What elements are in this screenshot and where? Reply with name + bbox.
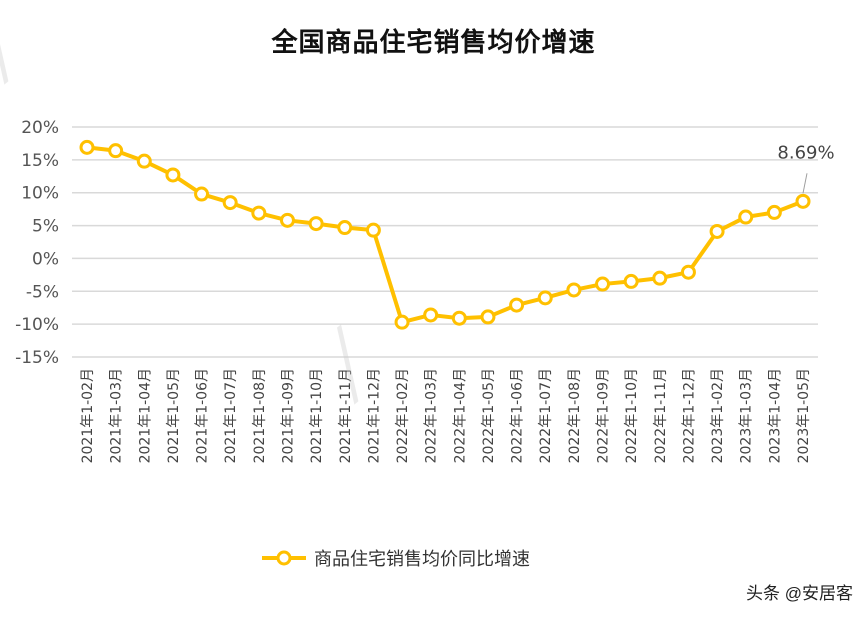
data-point	[251, 205, 267, 221]
data-point	[394, 314, 410, 330]
data-point	[308, 216, 324, 232]
x-tick-label: 2021年1-06月	[195, 368, 211, 463]
y-tick-label: 0%	[32, 249, 59, 269]
x-tick-label: 2021年1-11月	[338, 368, 354, 463]
x-tick-label: 2021年1-10月	[309, 368, 325, 463]
x-tick-label: 2023年1-05月	[796, 368, 812, 463]
data-point	[365, 222, 381, 238]
x-tick-label: 2022年1-12月	[681, 368, 697, 463]
data-point	[566, 282, 582, 298]
x-tick-label: 2023年1-04月	[767, 368, 783, 463]
x-tick-label: 2023年1-02月	[710, 368, 726, 463]
data-point	[595, 276, 611, 292]
x-tick-label: 2022年1-09月	[596, 368, 612, 463]
data-point	[738, 209, 754, 225]
data-point	[680, 264, 696, 280]
x-tick-label: 2021年1-08月	[252, 368, 268, 463]
x-tick-label: 2023年1-03月	[739, 368, 755, 463]
data-point	[337, 220, 353, 236]
series-line-path	[86, 145, 804, 325]
x-tick-label: 2021年1-05月	[166, 368, 182, 463]
x-tick-label: 2022年1-03月	[424, 368, 440, 463]
annotations: 8.69%	[777, 142, 835, 194]
data-point	[623, 273, 639, 289]
y-tick-label: -5%	[26, 282, 59, 302]
data-point	[423, 307, 439, 323]
x-tick-label: 2022年1-06月	[510, 368, 526, 463]
series-line	[86, 145, 804, 325]
data-label: 8.69%	[777, 142, 834, 163]
y-tick-label: 5%	[32, 217, 59, 237]
x-tick-label: 2021年1-03月	[109, 368, 125, 463]
data-point	[537, 290, 553, 306]
x-tick-label: 2022年1-11月	[653, 368, 669, 463]
data-point	[194, 186, 210, 202]
legend-label: 商品住宅销售均价同比增速	[314, 549, 530, 570]
y-tick-label: 10%	[21, 184, 59, 204]
x-tick-label: 2021年1-07月	[223, 368, 239, 463]
data-label-leader	[802, 173, 808, 194]
data-point	[480, 309, 496, 325]
y-tick-label: -15%	[15, 348, 59, 368]
x-axis-ticks: 2021年1-02月 2021年1-03月 2021年1-04月 2021年1-05月…	[80, 368, 812, 463]
data-point	[795, 193, 811, 209]
gridlines	[72, 126, 818, 358]
footer-credit: 头条 @安居客	[746, 584, 853, 603]
data-point	[165, 167, 181, 183]
x-tick-label: 2021年1-09月	[280, 368, 296, 463]
data-point	[222, 195, 238, 211]
x-tick-label: 2022年1-04月	[452, 368, 468, 463]
x-tick-label: 2022年1-02月	[395, 368, 411, 463]
data-point	[279, 212, 295, 228]
x-tick-label: 2021年1-04月	[137, 368, 153, 463]
data-point	[451, 310, 467, 326]
x-tick-label: 2022年1-08月	[567, 368, 583, 463]
x-tick-label: 2021年1-02月	[80, 368, 96, 463]
data-point	[509, 297, 525, 313]
data-point	[136, 153, 152, 169]
chart-title: 全国商品住宅销售均价增速	[271, 28, 596, 58]
y-tick-label: 20%	[21, 118, 59, 138]
data-point	[766, 204, 782, 220]
legend: 商品住宅销售均价同比增速	[262, 549, 530, 570]
data-point	[652, 270, 668, 286]
data-point	[108, 143, 124, 159]
data-point	[79, 139, 95, 155]
y-axis-ticks: 20% 15% 10% 5% 0% -5% -10% -15%	[15, 118, 59, 368]
data-point	[709, 223, 725, 239]
y-tick-label: 15%	[21, 151, 59, 171]
x-tick-label: 2022年1-10月	[624, 368, 640, 463]
x-tick-label: 2022年1-07月	[538, 368, 554, 463]
legend-marker	[276, 550, 292, 566]
x-tick-label: 2022年1-05月	[481, 368, 497, 463]
series-points	[79, 139, 811, 330]
x-tick-label: 2021年1-12月	[366, 368, 382, 463]
y-tick-label: -10%	[15, 315, 59, 335]
